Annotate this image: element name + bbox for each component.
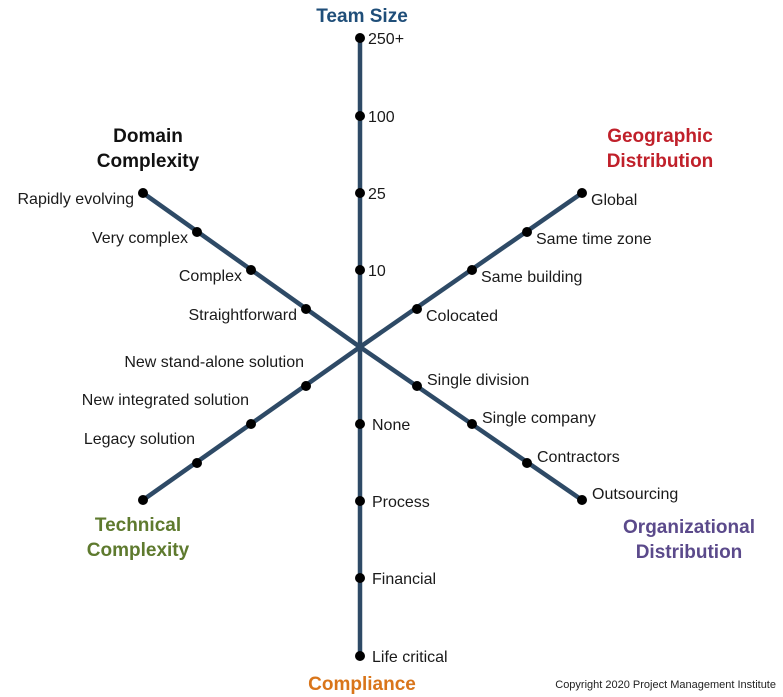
geographic-distribution-tick-label: Global (591, 192, 637, 209)
organizational-distribution-tick-label: Single division (427, 372, 529, 389)
geographic-distribution-tick-dot (412, 304, 422, 314)
domain-complexity-tick-dot (138, 188, 148, 198)
copyright-notice: Copyright 2020 Project Management Instit… (555, 679, 776, 691)
technical-complexity-tick-label: New stand-alone solution (124, 354, 304, 371)
technical-complexity-tick-dot (246, 419, 256, 429)
domain-complexity-axis-title: Domain Complexity (97, 126, 200, 172)
compliance-tick-label: Process (372, 494, 430, 511)
organizational-distribution-tick-dot (577, 495, 587, 505)
domain-complexity-tick-dot (192, 227, 202, 237)
organizational-distribution-tick-dot (467, 419, 477, 429)
compliance-tick-dot (355, 496, 365, 506)
compliance-tick-dot (355, 651, 365, 661)
team-size-tick-dot (355, 33, 365, 43)
technical-complexity-tick-dot (138, 495, 148, 505)
geographic-distribution-axis-title-line: Distribution (607, 151, 714, 172)
compliance-tick-label: None (372, 417, 410, 434)
geographic-distribution-tick-dot (467, 265, 477, 275)
team-size-axis-title: Team Size (316, 6, 408, 27)
technical-complexity-tick-label: New integrated solution (82, 392, 249, 409)
organizational-distribution-tick-dot (522, 458, 532, 468)
organizational-distribution-tick-label: Contractors (537, 449, 620, 466)
technical-complexity-tick-dot (192, 458, 202, 468)
team-size-tick-dot (355, 188, 365, 198)
domain-complexity-tick-label: Very complex (92, 230, 188, 247)
geographic-distribution-tick-label: Colocated (426, 308, 498, 325)
geographic-distribution-axis-title-line: Geographic (607, 126, 713, 147)
organizational-distribution-tick-label: Single company (482, 410, 596, 427)
compliance-tick-label: Financial (372, 571, 436, 588)
team-size-tick-dot (355, 265, 365, 275)
geographic-distribution-tick-dot (577, 188, 587, 198)
compliance-tick-dot (355, 573, 365, 583)
team-size-tick-label: 100 (368, 109, 395, 126)
team-size-tick-label: 10 (368, 263, 386, 280)
team-size-tick-label: 250+ (368, 31, 404, 48)
organizational-distribution-axis-title-line: Organizational (623, 517, 755, 538)
geographic-distribution-tick-label: Same building (481, 269, 582, 286)
domain-complexity-axis-title-line: Complexity (97, 151, 200, 172)
team-size-tick-label: 25 (368, 186, 386, 203)
organizational-distribution-tick-label: Outsourcing (592, 486, 678, 503)
technical-complexity-axis-title: Technical Complexity (87, 515, 190, 561)
organizational-distribution-axis-title-line: Distribution (636, 542, 743, 563)
domain-complexity-tick-label: Complex (179, 268, 242, 285)
team-size-axis-title-line: Team Size (316, 6, 408, 27)
axis-dots (138, 33, 587, 661)
compliance-axis-title: Compliance (308, 674, 416, 695)
domain-complexity-tick-label: Straightforward (189, 307, 298, 324)
organizational-distribution-axis-title: Organizational Distribution (623, 517, 755, 563)
domain-complexity-tick-dot (246, 265, 256, 275)
compliance-tick-dot (355, 419, 365, 429)
domain-complexity-tick-dot (301, 304, 311, 314)
domain-complexity-axis-title-line: Domain (113, 126, 183, 147)
geographic-distribution-tick-label: Same time zone (536, 231, 652, 248)
technical-complexity-tick-dot (301, 381, 311, 391)
geographic-distribution-axis-title: Geographic Distribution (607, 126, 714, 172)
team-size-tick-dot (355, 111, 365, 121)
organizational-distribution-tick-dot (412, 381, 422, 391)
compliance-tick-label: Life critical (372, 649, 448, 666)
axis-lines (140, 35, 585, 659)
compliance-axis-title-line: Compliance (308, 674, 416, 695)
geographic-distribution-tick-dot (522, 227, 532, 237)
technical-complexity-tick-label: Legacy solution (84, 431, 195, 448)
technical-complexity-axis-title-line: Technical (95, 515, 181, 536)
tick-labels: 10 25 100 250+ Colocated Same building Same ti… (17, 31, 678, 666)
technical-complexity-axis-title-line: Complexity (87, 540, 190, 561)
domain-complexity-tick-label: Rapidly evolving (17, 191, 134, 208)
